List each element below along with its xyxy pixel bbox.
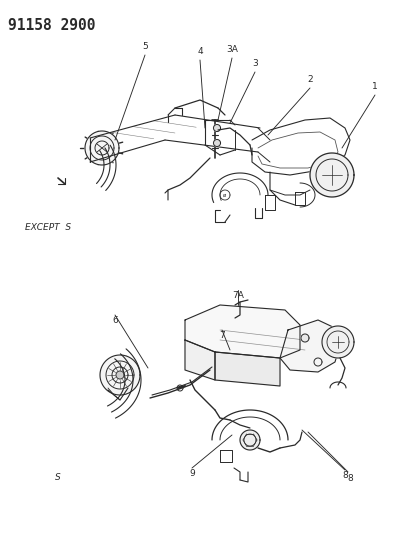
Text: EXCEPT  S: EXCEPT S (25, 223, 71, 232)
Polygon shape (185, 305, 300, 358)
Polygon shape (240, 430, 260, 450)
Polygon shape (280, 320, 340, 372)
Polygon shape (116, 371, 124, 379)
Polygon shape (185, 340, 215, 380)
Polygon shape (100, 355, 140, 395)
Text: 9: 9 (189, 469, 195, 478)
Text: ø: ø (223, 192, 227, 198)
Text: 7: 7 (219, 331, 225, 340)
Text: 3: 3 (252, 59, 258, 68)
Text: 3A: 3A (226, 45, 238, 54)
Text: 91158 2900: 91158 2900 (8, 18, 95, 33)
Text: 1: 1 (372, 82, 378, 91)
Polygon shape (214, 140, 221, 147)
Text: 8: 8 (342, 471, 348, 480)
Polygon shape (85, 131, 119, 165)
Text: 6: 6 (112, 316, 118, 325)
Polygon shape (215, 352, 280, 386)
Polygon shape (310, 153, 354, 197)
Text: 7A: 7A (232, 291, 244, 300)
Polygon shape (214, 125, 221, 132)
Text: 2: 2 (307, 75, 313, 84)
Polygon shape (322, 326, 354, 358)
Text: 4: 4 (197, 47, 203, 56)
Polygon shape (301, 334, 309, 342)
Text: 8: 8 (347, 474, 353, 483)
Text: S: S (55, 473, 61, 482)
Text: 5: 5 (142, 42, 148, 51)
